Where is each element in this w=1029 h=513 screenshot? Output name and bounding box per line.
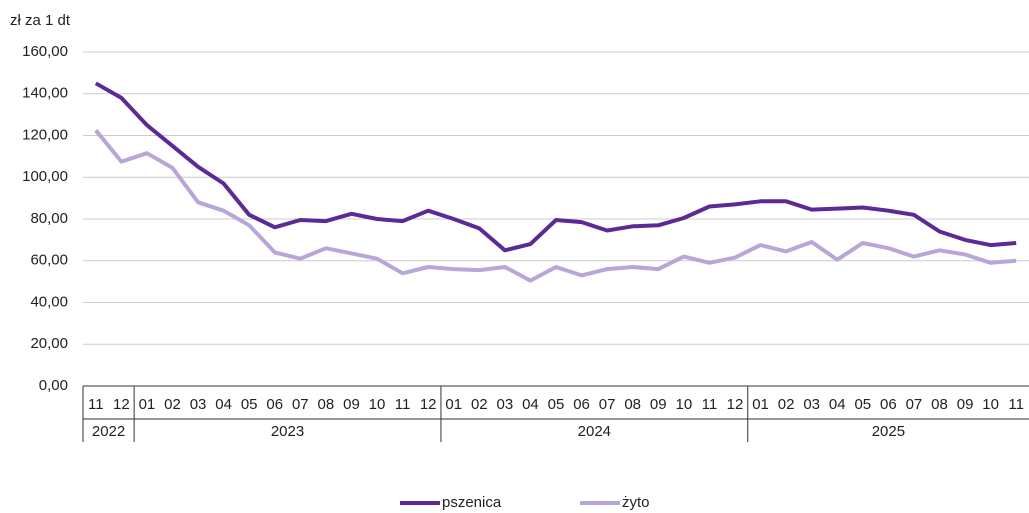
x-tick-label: 07 xyxy=(906,396,923,413)
x-tick-label: 11 xyxy=(88,396,104,413)
group-label: 2023 xyxy=(271,423,304,440)
x-tick-label: 10 xyxy=(369,396,386,413)
x-tick-label: 11 xyxy=(702,396,718,413)
x-tick-label: 06 xyxy=(573,396,590,413)
x-tick-label: 05 xyxy=(548,396,565,413)
group-label: 2025 xyxy=(872,423,905,440)
x-tick-label: 09 xyxy=(343,396,360,413)
group-label: 2024 xyxy=(578,423,611,440)
y-tick-label: 120,00 xyxy=(22,126,68,143)
x-tick-label: 01 xyxy=(445,396,462,413)
y-tick-label: 160,00 xyxy=(22,43,68,60)
x-tick-label: 04 xyxy=(215,396,232,413)
series-line xyxy=(94,129,1017,283)
x-tick-label: 10 xyxy=(982,396,999,413)
x-tick-label: 11 xyxy=(1008,396,1024,413)
x-tick-label: 12 xyxy=(727,396,744,413)
x-tick-label: 07 xyxy=(599,396,616,413)
x-tick-label: 09 xyxy=(957,396,974,413)
y-tick-label: 0,00 xyxy=(39,377,68,394)
x-tick-label: 08 xyxy=(624,396,641,413)
y-tick-label: 20,00 xyxy=(30,335,68,352)
x-tick-label: 02 xyxy=(471,396,488,413)
y-tick-label: 40,00 xyxy=(30,293,68,310)
legend-label: pszenica xyxy=(442,494,502,511)
x-tick-label: 01 xyxy=(752,396,769,413)
x-tick-label: 01 xyxy=(139,396,156,413)
x-tick-label: 08 xyxy=(318,396,335,413)
x-tick-label: 07 xyxy=(292,396,309,413)
x-tick-label: 04 xyxy=(522,396,539,413)
x-tick-label: 03 xyxy=(497,396,514,413)
x-tick-label: 05 xyxy=(241,396,258,413)
x-tick-label: 02 xyxy=(778,396,795,413)
x-tick-label: 03 xyxy=(190,396,207,413)
x-tick-label: 09 xyxy=(650,396,667,413)
x-tick-label: 03 xyxy=(803,396,820,413)
x-tick-label: 08 xyxy=(931,396,948,413)
y-tick-label: 80,00 xyxy=(30,210,68,227)
series-line xyxy=(94,81,1017,253)
y-axis-label: zł za 1 dt xyxy=(10,12,71,29)
y-tick-label: 60,00 xyxy=(30,252,68,269)
x-tick-label: 06 xyxy=(266,396,283,413)
y-tick-label: 100,00 xyxy=(22,168,68,185)
legend-label: żyto xyxy=(622,494,650,511)
y-tick-label: 140,00 xyxy=(22,85,68,102)
x-tick-label: 12 xyxy=(113,396,130,413)
group-label: 2022 xyxy=(92,423,125,440)
x-tick-label: 10 xyxy=(675,396,692,413)
x-tick-label: 04 xyxy=(829,396,846,413)
x-tick-label: 11 xyxy=(395,396,411,413)
x-tick-label: 02 xyxy=(164,396,181,413)
x-tick-label: 12 xyxy=(420,396,437,413)
x-tick-label: 06 xyxy=(880,396,897,413)
x-tick-label: 05 xyxy=(854,396,871,413)
